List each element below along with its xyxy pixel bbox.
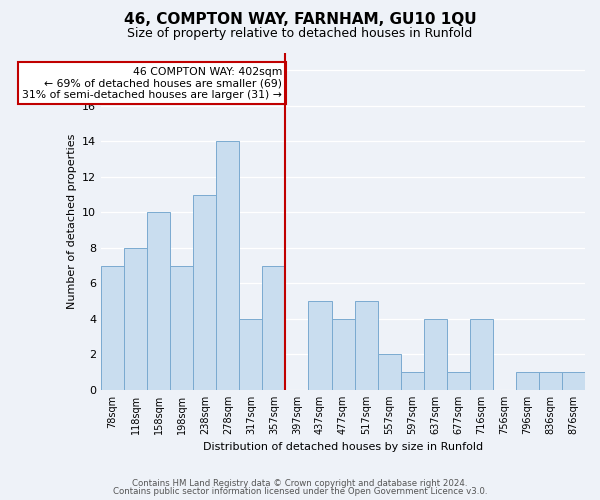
Text: 46 COMPTON WAY: 402sqm
← 69% of detached houses are smaller (69)
31% of semi-det: 46 COMPTON WAY: 402sqm ← 69% of detached… xyxy=(22,66,282,100)
Bar xyxy=(262,266,286,390)
Bar xyxy=(424,319,447,390)
Bar xyxy=(470,319,493,390)
Text: Size of property relative to detached houses in Runfold: Size of property relative to detached ho… xyxy=(127,28,473,40)
Bar xyxy=(516,372,539,390)
Text: Contains public sector information licensed under the Open Government Licence v3: Contains public sector information licen… xyxy=(113,487,487,496)
Bar xyxy=(216,142,239,390)
Bar xyxy=(332,319,355,390)
Bar xyxy=(170,266,193,390)
Bar xyxy=(239,319,262,390)
Y-axis label: Number of detached properties: Number of detached properties xyxy=(67,134,77,309)
Bar xyxy=(539,372,562,390)
Bar xyxy=(447,372,470,390)
Text: 46, COMPTON WAY, FARNHAM, GU10 1QU: 46, COMPTON WAY, FARNHAM, GU10 1QU xyxy=(124,12,476,28)
Text: Contains HM Land Registry data © Crown copyright and database right 2024.: Contains HM Land Registry data © Crown c… xyxy=(132,478,468,488)
Bar xyxy=(193,194,216,390)
Bar xyxy=(355,301,377,390)
Bar xyxy=(101,266,124,390)
Bar xyxy=(562,372,585,390)
Bar xyxy=(147,212,170,390)
Bar xyxy=(401,372,424,390)
X-axis label: Distribution of detached houses by size in Runfold: Distribution of detached houses by size … xyxy=(203,442,483,452)
Bar xyxy=(124,248,147,390)
Bar xyxy=(308,301,332,390)
Bar xyxy=(377,354,401,390)
